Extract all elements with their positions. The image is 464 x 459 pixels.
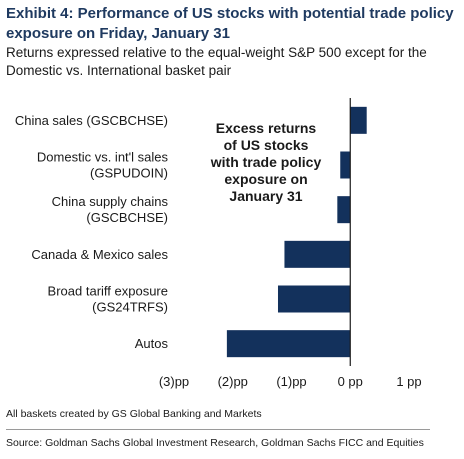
source-note: Source: Goldman Sachs Global Investment … <box>6 437 424 449</box>
annotation-line: of US stocks <box>224 137 309 153</box>
annotation-line: with trade policy <box>210 154 322 170</box>
category-label: Domestic vs. int'l sales <box>37 150 169 165</box>
category-label: China supply chains <box>52 194 169 209</box>
category-label: (GSCBCHSE) <box>86 210 168 225</box>
category-label: Broad tariff exposure <box>48 284 168 299</box>
x-tick-label: 1 pp <box>396 374 421 389</box>
annotation-line: January 31 <box>229 188 302 204</box>
chart-annotation: Excess returns of US stocks with trade pol… <box>210 120 322 204</box>
annotation-line: Excess returns <box>216 120 317 136</box>
category-label: (GS24TRFS) <box>92 300 168 315</box>
x-tick-label: (1)pp <box>276 374 306 389</box>
category-label: Autos <box>135 336 169 351</box>
x-tick-label: (3)pp <box>159 374 189 389</box>
bar <box>284 240 351 268</box>
bar-chart: China sales (GSCBCHSE) Domestic vs. int'l… <box>15 98 422 389</box>
bar <box>340 151 351 179</box>
category-label: China sales (GSCBCHSE) <box>15 113 168 128</box>
x-tick-label: 0 pp <box>338 374 363 389</box>
bar <box>337 196 351 224</box>
bar <box>350 106 367 134</box>
divider <box>6 429 430 430</box>
category-label: (GSPUDOIN) <box>90 166 168 181</box>
footnote: All baskets created by GS Global Banking… <box>6 408 262 420</box>
bar <box>226 330 351 358</box>
chart-title: Exhibit 4: Performance of US stocks with… <box>6 5 454 42</box>
annotation-line: exposure on <box>224 171 307 187</box>
category-label: Canada & Mexico sales <box>31 247 168 262</box>
x-tick-label: (2)pp <box>218 374 248 389</box>
chart-subtitle: Returns expressed relative to the equal-… <box>6 45 427 78</box>
bar <box>277 285 351 313</box>
